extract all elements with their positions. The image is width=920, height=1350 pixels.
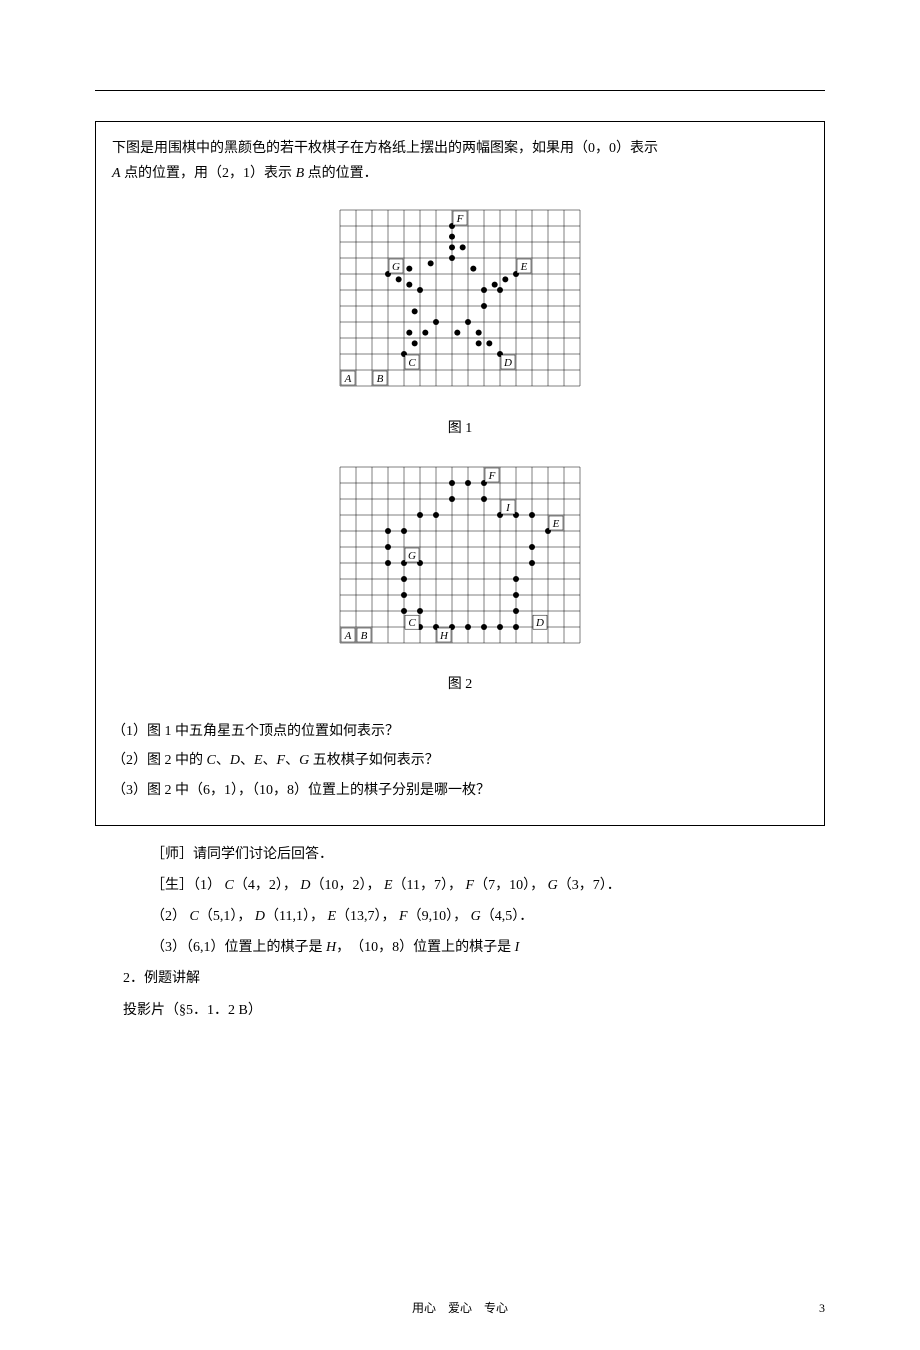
question-1: （1）图 1 中五角星五个顶点的位置如何表示？ [112, 719, 808, 744]
section-2: 2．例题讲解 [123, 966, 825, 991]
intro-text: 下图是用围棋中的黑颜色的若干枚棋子在方格纸上摆出的两幅图案，如果用（0，0）表示 [112, 141, 658, 156]
intro-mid: 点的位置，用（2，1）表示 [121, 166, 296, 181]
svg-text:D: D [503, 357, 512, 369]
svg-text:E: E [552, 518, 560, 530]
var-a: A [112, 166, 121, 181]
figure-1: A B C D E F G [112, 206, 808, 399]
svg-text:B: B [377, 373, 384, 385]
svg-text:E: E [520, 261, 528, 273]
svg-text:F: F [456, 213, 464, 225]
svg-text:F: F [488, 470, 496, 482]
svg-text:A: A [344, 373, 352, 385]
svg-text:C: C [408, 617, 416, 629]
answer-block: ［师］请同学们讨论后回答． ［生］（1） C（4，2）， D（10，2）， E（… [95, 842, 825, 1023]
problem-intro: 下图是用围棋中的黑颜色的若干枚棋子在方格纸上摆出的两幅图案，如果用（0，0）表示… [112, 136, 808, 186]
svg-text:G: G [392, 261, 400, 273]
teacher-line: ［师］请同学们讨论后回答． [151, 842, 825, 867]
svg-text:B: B [361, 630, 368, 642]
svg-text:G: G [408, 550, 416, 562]
problem-box: 下图是用围棋中的黑颜色的若干枚棋子在方格纸上摆出的两幅图案，如果用（0，0）表示… [95, 121, 825, 826]
figure-2: ABCHDEFIG [112, 463, 808, 656]
figure-2-caption: 图 2 [112, 672, 808, 697]
svg-text:A: A [344, 630, 352, 642]
intro-suffix: 点的位置． [304, 166, 378, 181]
slide-ref: 投影片（§5．1．2 B） [123, 998, 825, 1023]
student-answer-1: ［生］（1） C（4，2）， D（10，2）， E（11，7）， F（7，10）… [151, 873, 825, 898]
question-3: （3）图 2 中（6，1），（10，8）位置上的棋子分别是哪一枚？ [112, 778, 808, 803]
question-2: （2）图 2 中的 C、D、E、F、G 五枚棋子如何表示？ [112, 748, 808, 773]
svg-text:H: H [439, 630, 449, 642]
svg-text:D: D [535, 617, 544, 629]
figure-1-caption: 图 1 [112, 416, 808, 441]
student-answer-2: （2） C（5,1）， D（11,1）， E（13,7）， F（9,10）， G… [151, 904, 825, 929]
student-answer-3: （3）（6,1）位置上的棋子是 H， （10，8）位置上的棋子是 I [151, 935, 825, 960]
var-b: B [296, 166, 305, 181]
svg-text:C: C [408, 357, 416, 369]
